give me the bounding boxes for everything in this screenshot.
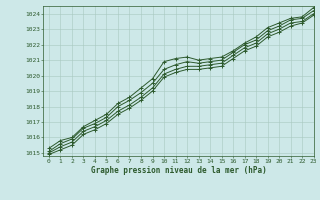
X-axis label: Graphe pression niveau de la mer (hPa): Graphe pression niveau de la mer (hPa)	[91, 166, 266, 175]
